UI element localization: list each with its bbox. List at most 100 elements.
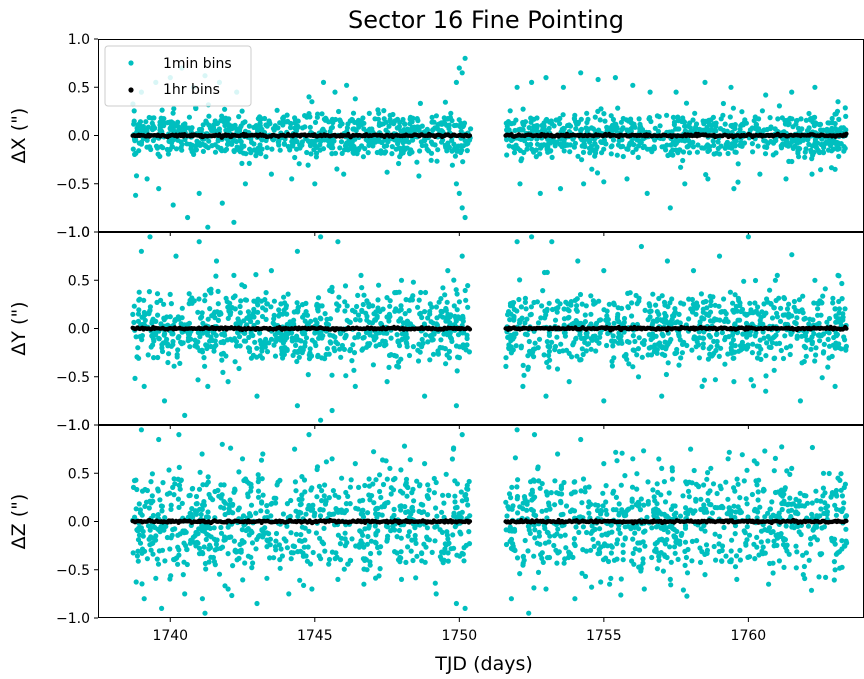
point-1min (614, 314, 621, 320)
point-1min (815, 140, 821, 146)
point-1min (769, 315, 776, 321)
point-1min (546, 300, 552, 306)
point-1min (227, 336, 233, 342)
point-1min (158, 144, 164, 150)
point-1min (291, 138, 297, 144)
point-1min (671, 119, 678, 125)
point-1min (454, 307, 460, 313)
point-1min (799, 333, 805, 339)
point-1min (791, 298, 798, 305)
point-1min (230, 510, 236, 516)
point-1min (323, 321, 329, 327)
point-1min (430, 351, 437, 357)
point-1min (697, 335, 703, 341)
point-1min (549, 339, 555, 345)
point-1min (601, 307, 607, 313)
point-1min (679, 350, 686, 356)
point-1min-outlier (231, 272, 237, 278)
point-1min (215, 317, 221, 323)
point-1min (821, 341, 827, 347)
point-1min (377, 488, 383, 495)
point-1min (213, 541, 219, 548)
point-1min (338, 331, 344, 337)
point-1min (604, 313, 610, 319)
point-1min (153, 330, 159, 336)
point-1min-outlier (835, 272, 841, 278)
point-1min (193, 511, 199, 517)
point-1min (763, 310, 769, 316)
point-1min (766, 344, 772, 350)
point-1min-outlier (809, 171, 815, 177)
point-1min (676, 362, 682, 368)
point-1min (753, 122, 760, 128)
point-1min (177, 360, 183, 366)
point-1min (217, 310, 223, 316)
point-1min (385, 139, 391, 145)
point-1min (294, 358, 300, 365)
point-1min (773, 297, 779, 304)
point-1min (268, 513, 274, 519)
point-1min (334, 166, 340, 172)
point-1min (382, 341, 388, 347)
point-1min (165, 359, 171, 366)
point-1min (276, 138, 282, 144)
point-1min (417, 148, 423, 154)
point-1min (442, 121, 448, 127)
point-1min (506, 127, 512, 133)
point-1min (560, 348, 566, 354)
point-1min (776, 340, 783, 346)
point-1min (299, 139, 305, 145)
point-1min (422, 138, 428, 144)
point-1min (620, 153, 626, 160)
point-1min (781, 296, 788, 302)
point-1min (223, 353, 229, 359)
point-1min (596, 317, 603, 323)
point-1min (433, 505, 439, 511)
point-1min (451, 141, 457, 147)
point-1min (529, 146, 535, 152)
point-1min (418, 501, 424, 507)
point-1min (684, 342, 690, 349)
point-1min (722, 308, 728, 315)
point-1min (136, 289, 142, 295)
point-1min (269, 146, 275, 152)
point-1min (668, 142, 674, 148)
point-1min (173, 146, 180, 152)
point-1min (511, 120, 517, 126)
point-1min (273, 538, 279, 544)
point-1min (335, 532, 341, 538)
point-1min (691, 336, 697, 342)
panels: −1.0−0.50.00.51.0ΔX (")−1.0−0.50.00.51.0… (8, 32, 864, 644)
point-1min (140, 533, 146, 539)
point-1min (638, 139, 644, 146)
point-1min (342, 283, 349, 289)
point-1min (280, 340, 286, 346)
point-1min (158, 503, 164, 509)
point-1min (349, 358, 355, 364)
point-1min (402, 121, 408, 127)
point-1min (690, 139, 696, 145)
point-1min (440, 285, 446, 291)
point-1min (134, 553, 140, 559)
point-1min-outlier (537, 190, 543, 196)
point-1min (354, 303, 360, 310)
point-1min (360, 346, 366, 352)
point-1min (375, 297, 381, 303)
point-1min-outlier (268, 268, 274, 274)
point-1min (161, 332, 167, 338)
point-1min (303, 309, 309, 315)
point-1min (230, 563, 236, 569)
point-1min (399, 150, 405, 156)
point-1min (636, 116, 642, 122)
point-1min (426, 487, 432, 493)
point-1min (514, 308, 520, 314)
point-1min (410, 486, 416, 492)
point-1min (246, 532, 252, 538)
point-1min (433, 304, 439, 310)
point-1min (215, 487, 221, 493)
point-1min (347, 348, 353, 354)
point-1min (546, 364, 552, 370)
point-1min (271, 495, 277, 501)
point-1min (534, 115, 540, 121)
point-1min (320, 507, 326, 513)
